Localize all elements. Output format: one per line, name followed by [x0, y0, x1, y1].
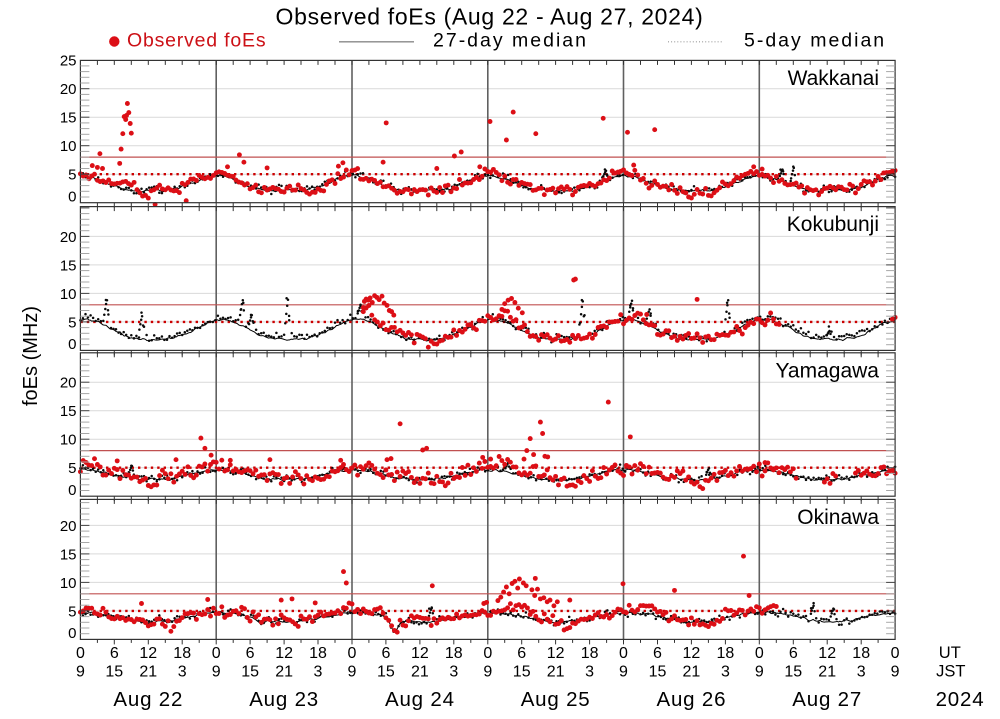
svg-text:21: 21 — [139, 664, 157, 681]
svg-text:15: 15 — [513, 664, 531, 681]
svg-text:21: 21 — [275, 664, 293, 681]
svg-text:0: 0 — [619, 645, 628, 662]
svg-text:Aug 22: Aug 22 — [113, 688, 183, 711]
svg-text:18: 18 — [581, 645, 599, 662]
svg-text:0: 0 — [68, 625, 76, 642]
svg-text:18: 18 — [173, 645, 191, 662]
svg-text:Wakkanai: Wakkanai — [788, 67, 879, 90]
svg-text:Aug 23: Aug 23 — [249, 688, 319, 711]
svg-text:0: 0 — [348, 645, 357, 662]
svg-text:Observed foEs (Aug 22 - Aug 27: Observed foEs (Aug 22 - Aug 27, 2024) — [276, 4, 704, 30]
svg-text:0: 0 — [76, 645, 85, 662]
svg-text:9: 9 — [755, 664, 764, 681]
svg-text:Okinawa: Okinawa — [797, 506, 879, 529]
svg-text:20: 20 — [60, 375, 77, 392]
svg-text:foEs (MHz): foEs (MHz) — [20, 306, 42, 406]
svg-text:Aug 24: Aug 24 — [385, 688, 455, 711]
svg-text:10: 10 — [60, 575, 77, 592]
svg-text:Yamagawa: Yamagawa — [775, 359, 879, 382]
svg-text:0: 0 — [68, 482, 76, 499]
svg-text:9: 9 — [348, 664, 357, 681]
svg-text:15: 15 — [377, 664, 395, 681]
svg-text:Kokubunji: Kokubunji — [787, 213, 879, 236]
svg-text:5: 5 — [68, 460, 76, 477]
svg-text:6: 6 — [246, 645, 255, 662]
svg-text:6: 6 — [789, 645, 798, 662]
svg-text:Aug 27: Aug 27 — [792, 688, 862, 711]
svg-text:0: 0 — [68, 189, 76, 206]
svg-text:9: 9 — [212, 664, 221, 681]
svg-text:18: 18 — [445, 645, 463, 662]
svg-text:18: 18 — [309, 645, 327, 662]
svg-text:15: 15 — [60, 403, 77, 420]
svg-text:15: 15 — [60, 257, 77, 274]
svg-text:27-day median: 27-day median — [433, 30, 588, 52]
svg-text:3: 3 — [585, 664, 594, 681]
svg-text:12: 12 — [139, 645, 157, 662]
svg-text:10: 10 — [60, 138, 77, 155]
svg-text:15: 15 — [649, 664, 667, 681]
svg-text:6: 6 — [110, 645, 119, 662]
svg-text:12: 12 — [411, 645, 429, 662]
svg-text:9: 9 — [891, 664, 900, 681]
svg-text:5: 5 — [68, 603, 76, 620]
svg-text:21: 21 — [547, 664, 565, 681]
svg-text:10: 10 — [60, 432, 77, 449]
svg-text:0: 0 — [212, 645, 221, 662]
svg-text:2024: 2024 — [936, 688, 985, 711]
svg-text:9: 9 — [619, 664, 628, 681]
svg-text:15: 15 — [60, 546, 77, 563]
svg-text:9: 9 — [76, 664, 85, 681]
svg-text:9: 9 — [483, 664, 492, 681]
svg-text:10: 10 — [60, 286, 77, 303]
svg-text:20: 20 — [60, 229, 77, 246]
svg-text:JST: JST — [936, 663, 965, 681]
svg-text:Observed foEs: Observed foEs — [127, 30, 266, 52]
svg-text:Aug 26: Aug 26 — [657, 688, 727, 711]
svg-text:12: 12 — [683, 645, 701, 662]
svg-text:5: 5 — [68, 314, 76, 331]
svg-text:21: 21 — [818, 664, 836, 681]
svg-text:Aug 25: Aug 25 — [521, 688, 591, 711]
svg-text:18: 18 — [852, 645, 870, 662]
svg-text:15: 15 — [60, 110, 77, 127]
svg-text:0: 0 — [891, 645, 900, 662]
svg-text:12: 12 — [818, 645, 836, 662]
svg-text:20: 20 — [60, 81, 77, 98]
svg-text:3: 3 — [449, 664, 458, 681]
svg-text:21: 21 — [683, 664, 701, 681]
svg-text:0: 0 — [755, 645, 764, 662]
svg-text:20: 20 — [60, 518, 77, 535]
svg-text:UT: UT — [939, 644, 961, 662]
svg-text:12: 12 — [547, 645, 565, 662]
svg-text:12: 12 — [275, 645, 293, 662]
svg-text:18: 18 — [717, 645, 735, 662]
svg-text:6: 6 — [517, 645, 526, 662]
svg-text:15: 15 — [105, 664, 123, 681]
svg-text:25: 25 — [60, 53, 77, 70]
svg-text:5: 5 — [68, 167, 76, 184]
svg-text:21: 21 — [411, 664, 429, 681]
svg-text:3: 3 — [178, 664, 187, 681]
svg-text:3: 3 — [857, 664, 866, 681]
svg-text:5-day median: 5-day median — [744, 30, 886, 52]
svg-text:3: 3 — [314, 664, 323, 681]
svg-text:0: 0 — [68, 336, 76, 353]
svg-text:6: 6 — [381, 645, 390, 662]
svg-text:15: 15 — [784, 664, 802, 681]
svg-text:3: 3 — [721, 664, 730, 681]
svg-text:15: 15 — [241, 664, 259, 681]
svg-text:6: 6 — [653, 645, 662, 662]
svg-text:0: 0 — [483, 645, 492, 662]
